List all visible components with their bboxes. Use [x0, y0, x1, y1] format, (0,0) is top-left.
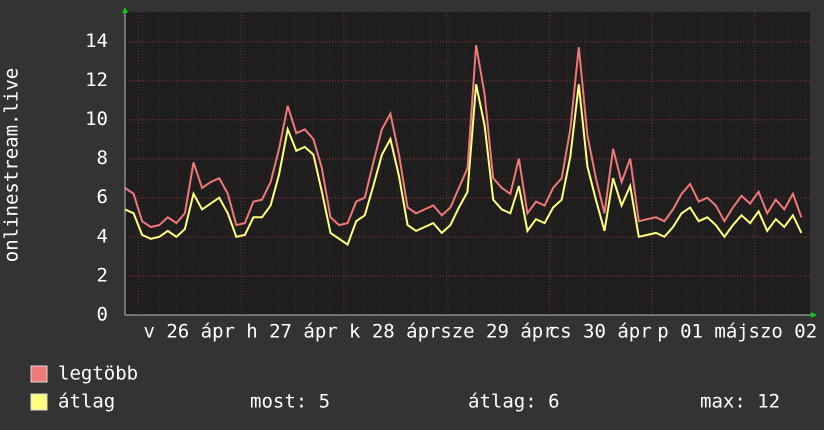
legend: legtöbb átlag most: 5 átlag: 6 max: 12	[30, 363, 780, 413]
legend-stat: átlag: 6	[468, 391, 560, 413]
y-tick-label: 10	[85, 108, 108, 130]
y-tick-label: 0	[97, 304, 108, 326]
y-tick-label: 6	[97, 186, 108, 208]
legend-swatch	[30, 393, 48, 411]
series-line	[125, 45, 803, 229]
legend-stat: max: 12	[700, 391, 780, 413]
x-tick-label: v 26 ápr	[143, 321, 235, 343]
series-line	[125, 84, 803, 247]
x-tick-label: szo 02 máj	[749, 321, 824, 343]
y-arrow	[122, 7, 128, 13]
x-tick-label: k 28 ápr	[349, 321, 441, 343]
x-tick-label: p 01 máj	[657, 321, 749, 343]
y-tick-label: 2	[97, 264, 108, 286]
y-tick-label: 14	[85, 30, 108, 52]
y-tick-label: 12	[85, 69, 108, 91]
x-tick-label: sze 29 ápr	[440, 321, 554, 343]
labels: 0 2 4 6 8 10 12 14 v 26 ápr h 27 ápr k 28 ápr sze 2…	[85, 30, 824, 343]
x-tick-label: cs 30 ápr	[549, 321, 652, 343]
legend-stat: most: 5	[250, 391, 330, 413]
y-tick-label: 8	[97, 147, 108, 169]
lines	[125, 45, 803, 247]
y-tick-label: 4	[97, 225, 108, 247]
x-tick-label: h 27 ápr	[246, 321, 338, 343]
legend-label: átlag	[58, 391, 115, 413]
legend-label: legtöbb	[58, 363, 138, 385]
x-arrow	[811, 312, 817, 318]
y-axis-label: onlinestream.live	[1, 68, 23, 262]
legend-swatch	[30, 365, 48, 383]
